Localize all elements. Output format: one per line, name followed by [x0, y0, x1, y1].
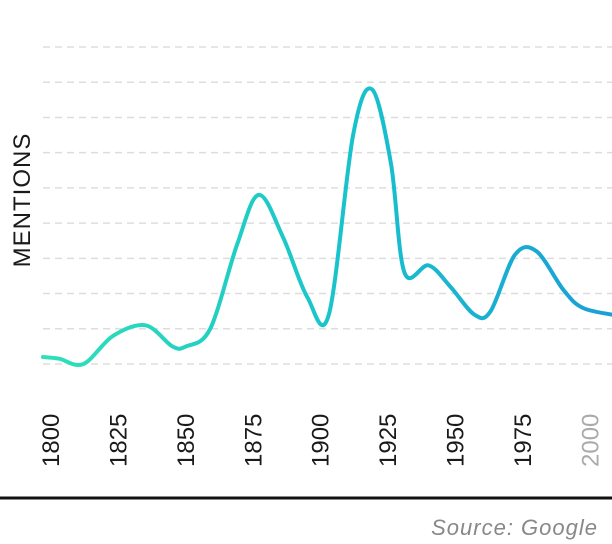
x-tick-label: 1925: [375, 414, 402, 467]
source-note: Source: Google: [431, 515, 598, 540]
series-line: [41, 86, 612, 367]
x-tick-label: 1850: [173, 414, 200, 467]
x-tick-label: 1900: [308, 414, 335, 467]
x-tick-label: 1875: [240, 414, 267, 467]
gridlines: [43, 46, 612, 365]
x-tick-label: 1800: [38, 414, 65, 467]
x-tick-label: 1975: [510, 414, 537, 467]
x-axis-ticks: 1800 1825 1850 1875 1900 1925 1950 1975 2000: [38, 414, 604, 467]
x-tick-label: 1825: [105, 414, 132, 467]
x-tick-label: 1950: [443, 414, 470, 467]
y-axis-label: MENTIONS: [9, 133, 36, 268]
x-tick-label: 2000: [577, 414, 604, 467]
